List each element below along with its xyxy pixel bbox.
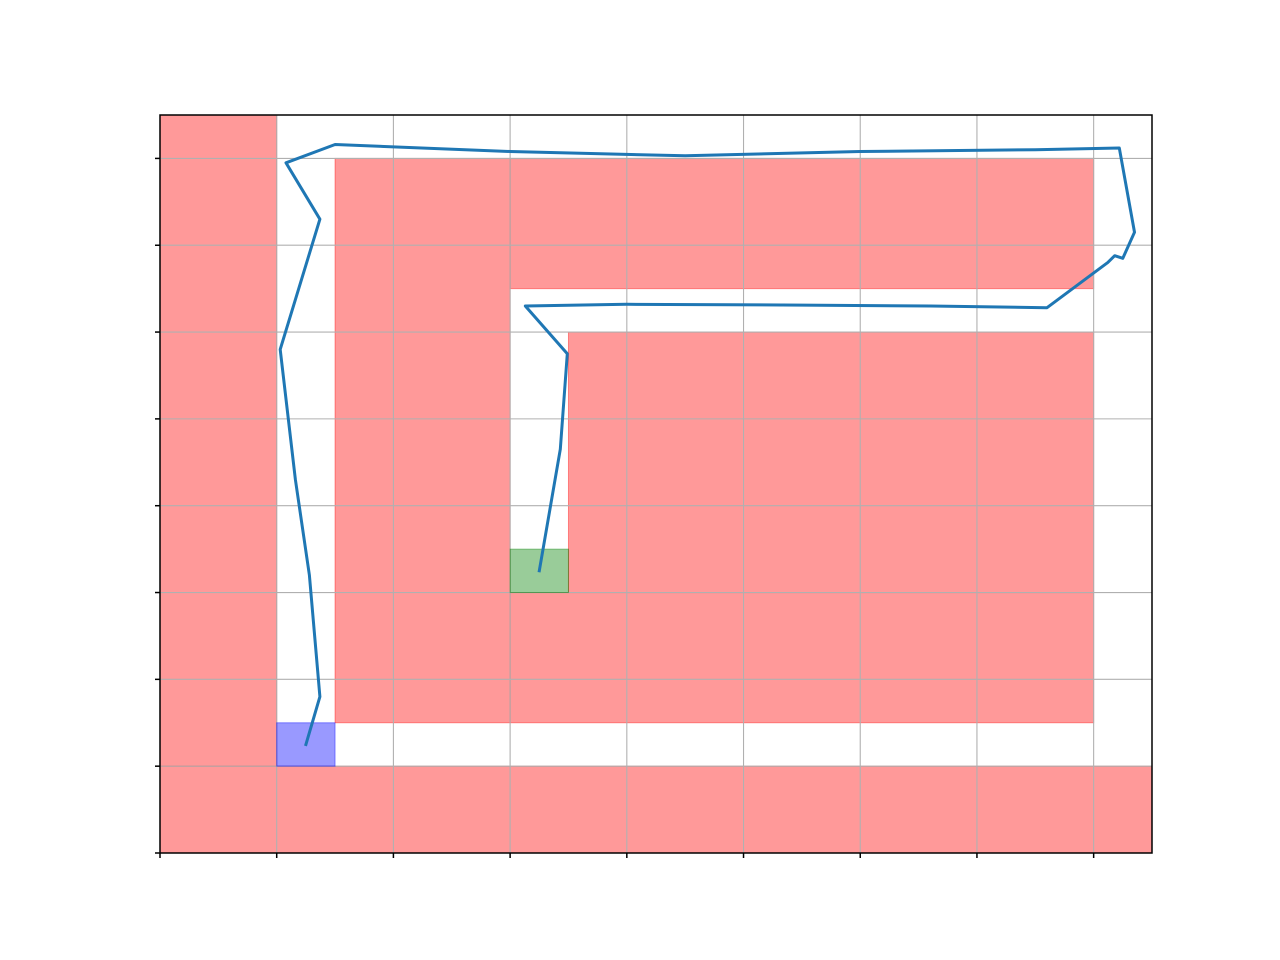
obstacle-rect: [159, 114, 278, 767]
plot-frame: [159, 114, 1153, 854]
path-line: [278, 143, 1136, 747]
obstacle-rect: [509, 157, 1095, 290]
obstacle-rect: [509, 592, 1095, 724]
obstacle-regions: [159, 114, 1153, 854]
axis-ticks: [155, 157, 1095, 858]
obstacle-rect: [159, 765, 1153, 854]
start-goal-regions: [276, 548, 569, 767]
path-series: [278, 143, 1136, 747]
obstacle-rect: [567, 331, 1095, 594]
obstacle-rect: [334, 157, 511, 724]
